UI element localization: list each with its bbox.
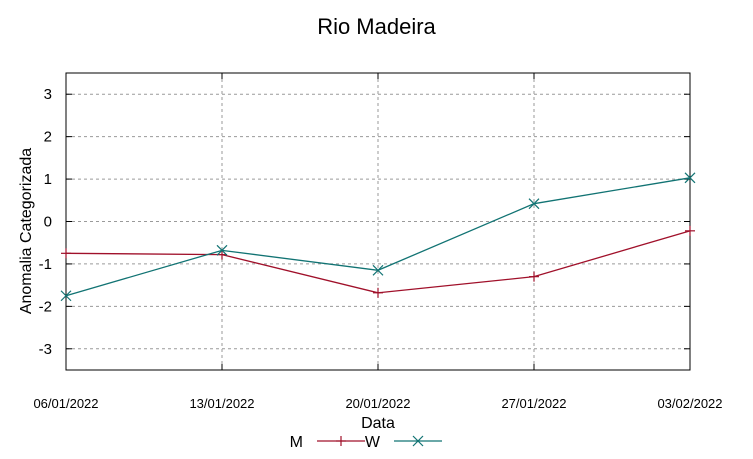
legend-label: W — [365, 434, 381, 451]
y-tick-label: -3 — [39, 341, 52, 358]
data-point-M — [529, 271, 539, 282]
x-tick-label: 27/01/2022 — [501, 396, 566, 411]
y-axis-ticks: -3 -2 -1 0 1 2 3 — [39, 86, 690, 358]
data-point-W — [528, 198, 540, 210]
data-point-W — [216, 244, 228, 256]
y-tick-label: 0 — [44, 214, 52, 231]
x-axis-ticks: 06/01/2022 13/01/2022 20/01/2022 27/01/2022… — [33, 73, 723, 411]
legend-marker — [336, 436, 346, 446]
y-tick-label: -1 — [39, 256, 52, 273]
x-tick-label: 13/01/2022 — [189, 396, 254, 411]
data-point-W — [684, 172, 696, 184]
data-point-M — [373, 287, 383, 298]
y-tick-label: 3 — [44, 86, 52, 103]
x-tick-label: 03/02/2022 — [657, 396, 722, 411]
x-tick-label: 06/01/2022 — [33, 396, 98, 411]
y-tick-label: 1 — [44, 171, 52, 188]
y-axis-label: Anomalia Categorizada — [18, 148, 35, 314]
y-tick-label: 2 — [44, 129, 52, 146]
grid-lines — [65, 73, 691, 370]
series-lines — [60, 172, 696, 302]
data-point-W — [372, 264, 384, 276]
plot-area-frame — [65, 72, 691, 371]
data-point-W — [60, 290, 72, 302]
data-point-M — [217, 249, 227, 260]
data-point-M — [61, 248, 71, 259]
x-axis-label: Data — [361, 415, 395, 432]
y-tick-label: -2 — [39, 298, 52, 315]
legend-marker — [412, 435, 424, 447]
chart-title: Rio Madeira — [317, 14, 436, 39]
legend-label: M — [290, 434, 303, 451]
data-point-M — [685, 225, 695, 236]
x-tick-label: 20/01/2022 — [345, 396, 410, 411]
